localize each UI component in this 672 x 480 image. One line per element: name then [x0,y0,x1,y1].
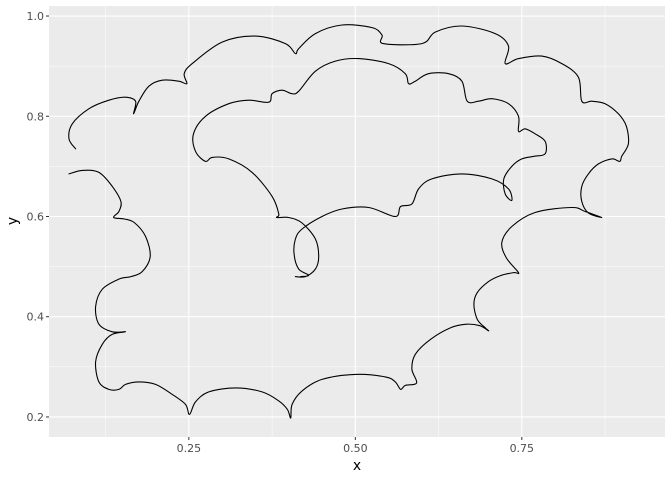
x-tick-label: 0.25 [177,442,202,455]
y-tick-label: 0.6 [27,210,45,223]
x-axis-ticks: 0.25 0.50 0.75 [177,437,534,455]
y-axis-title: y [5,217,21,225]
x-tick-label: 0.50 [343,442,368,455]
plot-panel [49,6,665,437]
major-gridlines [49,6,665,437]
y-tick-label: 0.8 [27,110,45,123]
series-line-2 [192,57,547,278]
y-tick-label: 0.4 [27,311,45,324]
x-tick-label: 0.75 [510,442,535,455]
series-line-1 [68,24,630,419]
y-tick-label: 1.0 [27,10,45,23]
series-layer [68,24,630,419]
y-tick-label: 0.2 [27,411,45,424]
x-axis-title: x [353,458,361,474]
y-axis-ticks: 0.2 0.4 0.6 0.8 1.0 [27,10,49,424]
minor-gridlines [49,6,665,437]
